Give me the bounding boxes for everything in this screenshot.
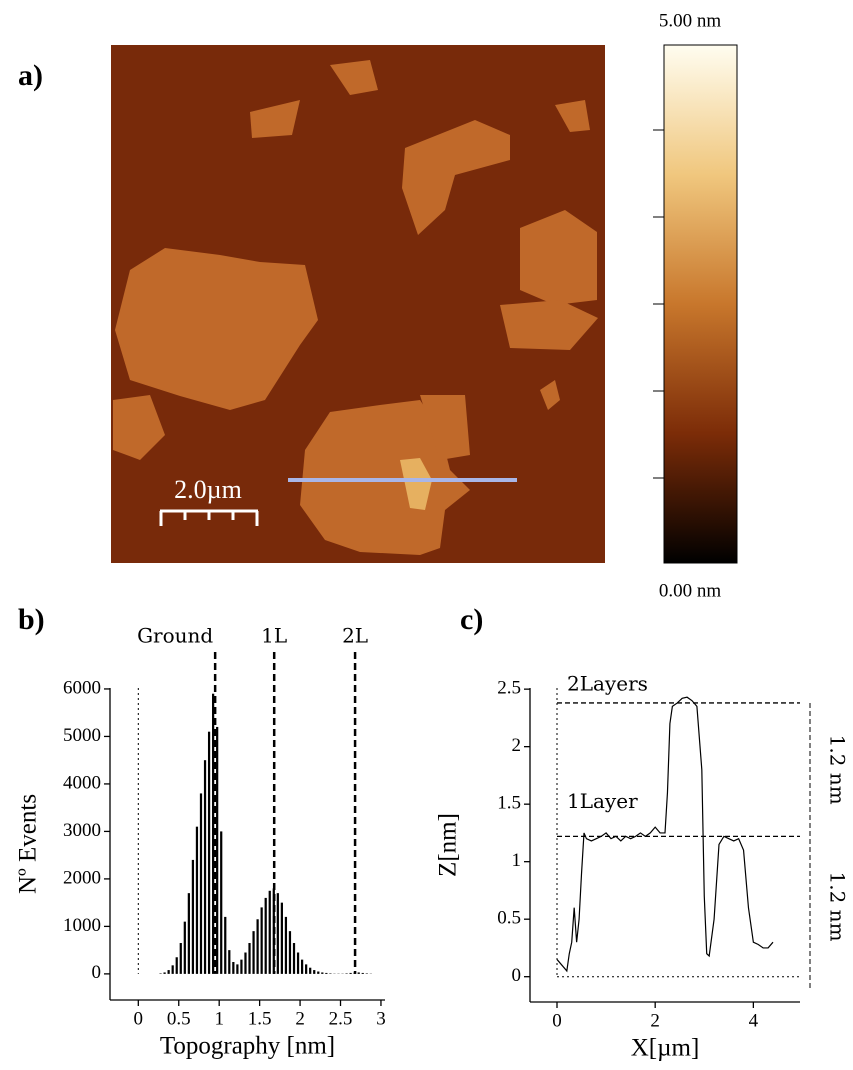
reference-label: 2Layers bbox=[567, 671, 648, 695]
x-axis-label: Topography [nm] bbox=[160, 1033, 335, 1060]
x-tick-label: 2.5 bbox=[329, 1008, 353, 1029]
colorbar: 5.00 nm 0.00 nm bbox=[653, 10, 738, 601]
bar bbox=[256, 919, 259, 974]
bar bbox=[272, 888, 275, 974]
bar bbox=[357, 972, 360, 974]
bar bbox=[240, 959, 243, 974]
bar bbox=[260, 907, 263, 974]
y-tick-label: 5000 bbox=[63, 725, 101, 746]
bar bbox=[317, 971, 320, 974]
bar bbox=[203, 760, 207, 974]
annotation-label: Ground bbox=[137, 624, 213, 648]
y-tick-label: 0.5 bbox=[497, 908, 521, 929]
y-axis-label: Z[nm] bbox=[435, 813, 462, 877]
x-axis-label: X[µm] bbox=[631, 1035, 700, 1062]
bar bbox=[321, 972, 324, 974]
bar bbox=[264, 897, 267, 974]
x-tick-label: 1 bbox=[214, 1008, 224, 1029]
bar bbox=[207, 731, 211, 974]
y-axis-label: Nº Events bbox=[15, 794, 42, 894]
y-tick-label: 0 bbox=[92, 962, 102, 983]
bar bbox=[232, 962, 235, 974]
bar bbox=[325, 972, 328, 974]
bar bbox=[179, 943, 182, 974]
bar bbox=[183, 921, 186, 974]
bar bbox=[300, 959, 304, 974]
x-tick-label: 0 bbox=[134, 1008, 144, 1029]
y-tick-label: 2.5 bbox=[497, 678, 521, 699]
bar bbox=[349, 972, 352, 974]
bar bbox=[220, 831, 223, 974]
y-tick-label: 2000 bbox=[63, 867, 101, 888]
y-tick-label: 0 bbox=[512, 965, 522, 986]
bar bbox=[288, 931, 292, 974]
bar bbox=[252, 931, 255, 974]
bar bbox=[313, 970, 316, 974]
bar bbox=[224, 916, 227, 974]
bar bbox=[309, 967, 312, 974]
y-tick-label: 4000 bbox=[63, 772, 101, 793]
bar bbox=[167, 970, 170, 974]
side-label: 1.2 nm bbox=[826, 872, 850, 942]
x-tick-label: 2 bbox=[650, 1010, 660, 1031]
profile-line bbox=[556, 696, 774, 973]
bar bbox=[276, 893, 279, 974]
bar bbox=[236, 964, 239, 974]
bar bbox=[361, 972, 364, 974]
y-tick-label: 6000 bbox=[63, 677, 101, 698]
annotation-label: 2L bbox=[342, 624, 368, 648]
x-tick-label: 0.5 bbox=[167, 1008, 191, 1029]
annotation-label: 1L bbox=[261, 624, 287, 648]
panel-label: a) bbox=[18, 59, 43, 92]
y-tick-label: 1.5 bbox=[497, 793, 521, 814]
bar bbox=[199, 793, 203, 974]
panel-label: c) bbox=[460, 603, 483, 636]
bar bbox=[163, 972, 166, 974]
afm-image: 2.0µm bbox=[111, 45, 605, 563]
y-tick-label: 2 bbox=[512, 735, 522, 756]
colorbar-max-label: 5.00 nm bbox=[659, 10, 722, 31]
bar bbox=[212, 693, 215, 974]
x-tick-label: 3 bbox=[376, 1008, 386, 1029]
bar bbox=[248, 943, 251, 974]
bar bbox=[244, 952, 247, 974]
bar bbox=[296, 952, 300, 974]
bar bbox=[175, 957, 178, 974]
y-tick-label: 3000 bbox=[63, 820, 101, 841]
bar bbox=[228, 950, 231, 974]
panel-label: b) bbox=[18, 603, 45, 636]
side-label: 1.2 nm bbox=[826, 735, 850, 805]
colorbar-min-label: 0.00 nm bbox=[659, 580, 722, 601]
y-tick-label: 1000 bbox=[63, 915, 101, 936]
x-tick-label: 1.5 bbox=[248, 1008, 272, 1029]
bar bbox=[280, 902, 283, 974]
reference-label: 1Layer bbox=[567, 789, 638, 813]
scale-bar-label: 2.0µm bbox=[174, 475, 242, 504]
bar bbox=[268, 890, 271, 974]
bar bbox=[292, 943, 296, 974]
bar bbox=[191, 859, 195, 974]
x-tick-label: 2 bbox=[295, 1008, 305, 1029]
bar bbox=[195, 826, 199, 974]
bar bbox=[305, 964, 308, 974]
bar bbox=[353, 972, 356, 974]
bar bbox=[171, 965, 174, 974]
x-tick-label: 4 bbox=[749, 1010, 759, 1031]
y-tick-label: 1 bbox=[512, 850, 522, 871]
bar bbox=[216, 726, 219, 974]
bar bbox=[187, 893, 190, 974]
x-tick-label: 0 bbox=[552, 1010, 562, 1031]
bar bbox=[284, 916, 288, 974]
